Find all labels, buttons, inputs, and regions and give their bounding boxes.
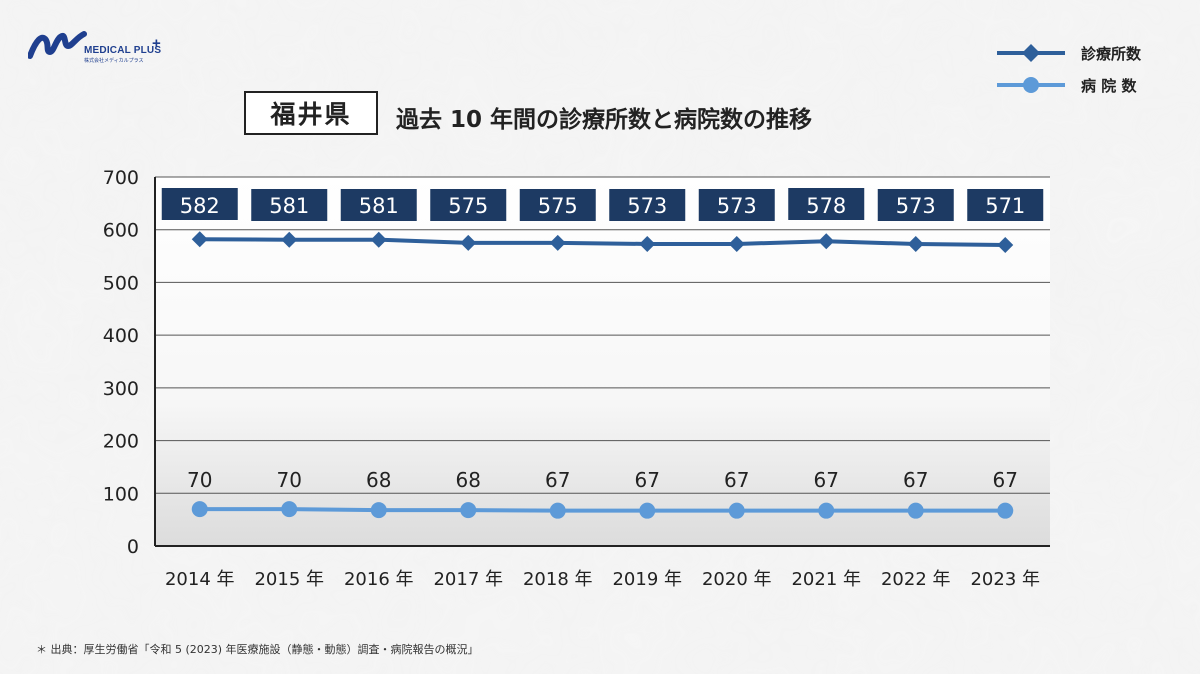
legend-item-clinics: 診療所数 xyxy=(995,38,1141,68)
data-label: 67 xyxy=(814,468,839,492)
series-line-1 xyxy=(199,237,1006,248)
logo-plus: + xyxy=(152,35,161,52)
data-label: 68 xyxy=(366,468,391,492)
data-label: 571 xyxy=(985,194,1025,218)
data-point-circle xyxy=(281,501,298,518)
logo-subtitle: 株式会社メディカルプラス xyxy=(84,58,144,64)
data-point-diamond xyxy=(281,231,298,248)
x-tick-label: 2022 年 xyxy=(881,569,951,590)
data-label: 578 xyxy=(806,194,846,218)
data-label: 67 xyxy=(545,468,570,492)
data-label: 67 xyxy=(635,468,660,492)
data-point-diamond xyxy=(549,234,566,251)
source-note: ＊ 出典：厚生労働省「令和 5 (2023) 年医療施設（静態・動態）調査・病院… xyxy=(36,643,479,656)
data-label: 70 xyxy=(187,468,212,492)
data-label: 70 xyxy=(277,468,302,492)
y-tick-label: 200 xyxy=(103,431,139,453)
data-label-box xyxy=(877,189,954,221)
data-point-circle xyxy=(460,502,477,519)
data-point-circle xyxy=(728,502,745,519)
data-label: 581 xyxy=(269,194,309,218)
x-tick-label: 2016 年 xyxy=(344,569,414,590)
data-label: 573 xyxy=(896,194,936,218)
data-point-diamond xyxy=(907,235,924,252)
chart-legend: 診療所数 病 院 数 xyxy=(995,38,1141,102)
legend-item-hospitals: 病 院 数 xyxy=(995,70,1141,100)
data-label-box xyxy=(967,189,1044,221)
data-label: 573 xyxy=(627,194,667,218)
data-point-diamond xyxy=(997,237,1014,254)
y-tick-label: 300 xyxy=(103,378,139,400)
medical-plus-logo: MEDICAL PLUS + 株式会社メディカルプラス xyxy=(28,30,188,70)
data-label-box xyxy=(788,188,865,220)
data-label-box xyxy=(609,189,686,221)
x-tick-label: 2019 年 xyxy=(612,569,682,590)
data-point-circle xyxy=(191,501,208,518)
data-point-circle xyxy=(370,502,387,519)
data-label: 573 xyxy=(717,194,757,218)
data-label-box xyxy=(519,189,596,221)
data-point-circle xyxy=(818,502,835,519)
data-label-box xyxy=(161,188,238,220)
x-tick-label: 2020 年 xyxy=(702,569,772,590)
region-label: 福井県 xyxy=(244,91,378,135)
data-point-diamond xyxy=(370,231,387,248)
data-label: 582 xyxy=(180,194,220,218)
legend-label-clinics: 診療所数 xyxy=(1081,44,1142,63)
circle-marker-icon xyxy=(997,77,1065,93)
x-tick-label: 2021 年 xyxy=(791,569,861,590)
diamond-marker-icon xyxy=(997,44,1065,62)
data-label-box xyxy=(251,189,328,221)
logo-mark-icon xyxy=(28,31,87,59)
data-label: 575 xyxy=(448,194,488,218)
data-point-circle xyxy=(549,502,566,519)
chart-title: 過去 10 年間の診療所数と病院数の推移 xyxy=(396,107,813,133)
x-tick-label: 2014 年 xyxy=(165,569,235,590)
data-point-diamond xyxy=(728,235,745,252)
data-label: 68 xyxy=(456,468,481,492)
data-label: 581 xyxy=(359,194,399,218)
x-tick-label: 2017 年 xyxy=(433,569,503,590)
data-label-box xyxy=(340,189,417,221)
data-label: 575 xyxy=(538,194,578,218)
data-label: 67 xyxy=(903,468,928,492)
data-point-diamond xyxy=(460,234,477,251)
x-tick-label: 2015 年 xyxy=(254,569,324,590)
data-label: 67 xyxy=(993,468,1018,492)
logo-wordmark: MEDICAL PLUS xyxy=(84,45,162,56)
data-label-box xyxy=(430,189,507,221)
y-tick-label: 400 xyxy=(103,325,139,347)
legend-label-hospitals: 病 院 数 xyxy=(1081,76,1137,95)
x-tick-label: 2023 年 xyxy=(970,569,1040,590)
data-point-circle xyxy=(639,502,656,519)
y-tick-label: 100 xyxy=(103,483,139,505)
data-point-circle xyxy=(907,502,924,519)
data-point-diamond xyxy=(191,231,208,248)
x-tick-label: 2018 年 xyxy=(523,569,593,590)
y-tick-label: 700 xyxy=(103,167,139,189)
data-point-diamond xyxy=(639,235,656,252)
data-point-diamond xyxy=(818,233,835,250)
y-tick-label: 0 xyxy=(127,536,139,558)
data-label: 67 xyxy=(724,468,749,492)
data-label-box xyxy=(698,189,775,221)
data-point-circle xyxy=(997,502,1014,519)
y-tick-label: 600 xyxy=(103,220,139,242)
series-line-2 xyxy=(199,507,1006,513)
y-tick-label: 500 xyxy=(103,272,139,294)
